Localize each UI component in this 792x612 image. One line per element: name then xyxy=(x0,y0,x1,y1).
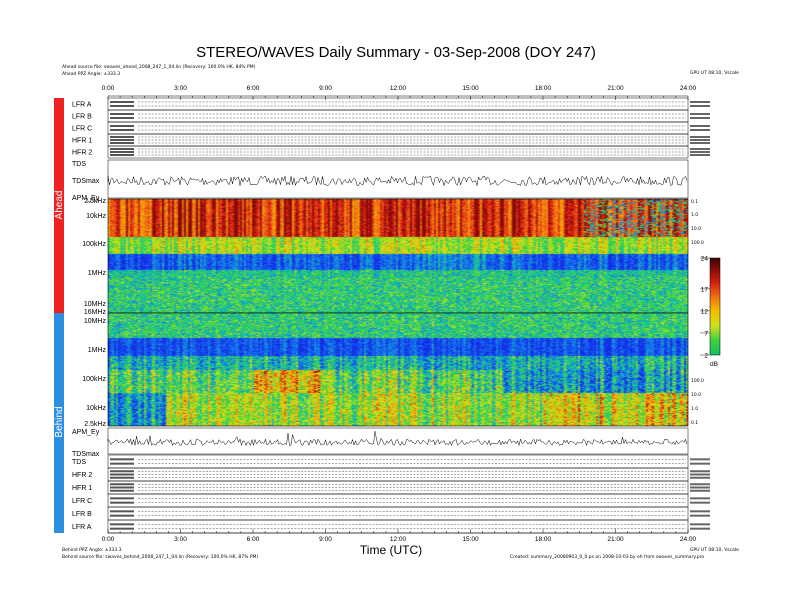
freq-tick-label: 100kHz xyxy=(82,376,106,383)
time-tick-label: 21:00 xyxy=(607,536,624,543)
freq-tick-label: 100kHz xyxy=(82,241,106,248)
ahead-side-label: Ahead xyxy=(54,191,65,220)
time-tick-label: 24:00 xyxy=(680,85,697,92)
colorbar-unit: dB xyxy=(710,361,718,368)
panel-label: LFR B xyxy=(72,511,92,518)
panel-label: HFR 2 xyxy=(72,150,92,157)
frequency-axis-labels: 2.5kHz10kHz100kHz1MHz10MHz16MHz10MHz1MHz… xyxy=(82,198,704,428)
time-tick-label: 18:00 xyxy=(535,536,552,543)
time-axis-bottom: 0:00 3:00 6:00 9:00 12:00 15:00 18:00 21:00 24:0… xyxy=(102,529,697,543)
ahead-side-bar xyxy=(54,98,64,313)
freq-tick-label: 1MHz xyxy=(88,270,107,277)
colorbar: 24 17 12 7 2dB xyxy=(700,256,721,368)
time-tick-label: 21:00 xyxy=(607,85,624,92)
colorbar-tick-label: 7 xyxy=(704,330,708,337)
line-panel-frame xyxy=(107,121,689,135)
freq-tick-label: 1MHz xyxy=(88,347,107,354)
freq-right-label: 0.1 xyxy=(691,420,698,426)
line-panel-frame xyxy=(107,454,689,469)
time-tick-label: 6:00 xyxy=(247,85,260,92)
right-note-top: GPU UT 08:10, Vscale xyxy=(690,70,739,76)
footer-right-line: Created: summary_20080903_0_0.ps on 2008… xyxy=(510,554,704,560)
behind-side-bar xyxy=(54,313,64,533)
freq-tick-label: 10MHz xyxy=(84,318,107,325)
x-axis-label: Time (UTC) xyxy=(360,543,422,557)
time-tick-label: 15:00 xyxy=(462,536,479,543)
panel-label: LFR B xyxy=(72,114,92,121)
strip-label: TDSmax xyxy=(72,451,100,458)
freq-right-label: 100.0 xyxy=(691,240,704,246)
panel-label: HFR 1 xyxy=(72,138,92,145)
time-tick-label: 12:00 xyxy=(390,536,407,543)
ahead-source-line: Ahead source file: swaves_ahead_2008_247… xyxy=(62,64,256,70)
behind-side-label: Behind xyxy=(54,406,65,437)
time-axis-top: 0:00 3:00 6:00 9:00 12:00 15:00 18:00 21:00 24:0… xyxy=(102,85,697,100)
time-tick-label: 0:00 xyxy=(102,85,115,92)
ahead-line-panels: LFR A LFR B LFR C HFR 1 HFR 2 xyxy=(72,97,710,159)
line-panel-frame xyxy=(107,519,689,534)
ahead-ppz-line: Ahead PPZ Angle: ±333.3 xyxy=(62,71,120,77)
time-tick-label: 9:00 xyxy=(319,85,332,92)
freq-right-label: 10.0 xyxy=(691,226,701,232)
freq-tick-label: 10MHz xyxy=(84,301,107,308)
panel-label: LFR A xyxy=(72,102,92,109)
time-tick-label: 9:00 xyxy=(319,536,332,543)
time-tick-label: 24:00 xyxy=(680,536,697,543)
time-tick-label: 18:00 xyxy=(535,85,552,92)
line-panel-frame xyxy=(107,145,689,159)
panel-label: HFR 1 xyxy=(72,485,92,492)
behind-source-line: Behind source file: swaves_behind_2008_2… xyxy=(62,554,258,560)
freq-tick-label: 10kHz xyxy=(86,405,106,412)
behind-tdsmax-strip: APM_Ey TDSmax xyxy=(72,427,689,458)
panel-label: LFR C xyxy=(72,126,92,133)
freq-tick-label: 10kHz xyxy=(86,213,106,220)
colorbar-tick-label: 2 xyxy=(704,353,708,360)
freq-right-label: 10.0 xyxy=(691,392,701,398)
ahead-tdsmax-strip: TDS TDSmax APM_Ey xyxy=(72,159,689,202)
strip-label: TDSmax xyxy=(72,178,100,185)
behind-line-panels: TDS HFR 2 HFR 1 LFR C LFR B LFR A xyxy=(72,454,710,534)
strip-label: APM_Ey xyxy=(72,195,100,202)
panel-label: LFR A xyxy=(72,524,92,531)
time-tick-label: 3:00 xyxy=(174,536,187,543)
ahead-spectrogram xyxy=(107,198,689,314)
behind-ppz-line: Behind PPZ Angle: ±333.3 xyxy=(62,547,122,553)
panel-label: HFR 2 xyxy=(72,472,92,479)
panel-label: LFR C xyxy=(72,498,92,505)
time-tick-label: 12:00 xyxy=(390,85,407,92)
time-tick-label: 15:00 xyxy=(462,85,479,92)
time-tick-label: 6:00 xyxy=(247,536,260,543)
time-tick-label: 3:00 xyxy=(174,85,187,92)
freq-right-label: 100.0 xyxy=(691,378,704,384)
colorbar-tick-label: 24 xyxy=(701,256,709,263)
colorbar-tick-label: 17 xyxy=(701,286,709,293)
freq-right-label: 0.1 xyxy=(691,199,698,205)
time-tick-label: 0:00 xyxy=(102,536,115,543)
right-note-bottom: GPU UT 08:10, Vscale xyxy=(690,547,739,553)
freq-right-label: 1.0 xyxy=(691,212,698,218)
panel-label: TDS xyxy=(72,459,86,466)
freq-tick-label: 16MHz xyxy=(84,309,107,316)
freq-tick-label: 2.5kHz xyxy=(84,421,106,428)
strip-label: APM_Ey xyxy=(72,429,100,436)
freq-tick-label: 2.5kHz xyxy=(84,198,106,205)
chart-title: STEREO/WAVES Daily Summary - 03-Sep-2008… xyxy=(196,44,596,61)
strip-label: TDS xyxy=(72,161,86,168)
behind-spectrogram xyxy=(107,312,689,427)
colorbar-tick-label: 12 xyxy=(701,308,709,315)
line-panel-frame xyxy=(107,493,689,508)
line-panel-frame xyxy=(107,109,689,123)
freq-right-label: 1.0 xyxy=(691,406,698,412)
line-panel-frame xyxy=(107,506,689,521)
